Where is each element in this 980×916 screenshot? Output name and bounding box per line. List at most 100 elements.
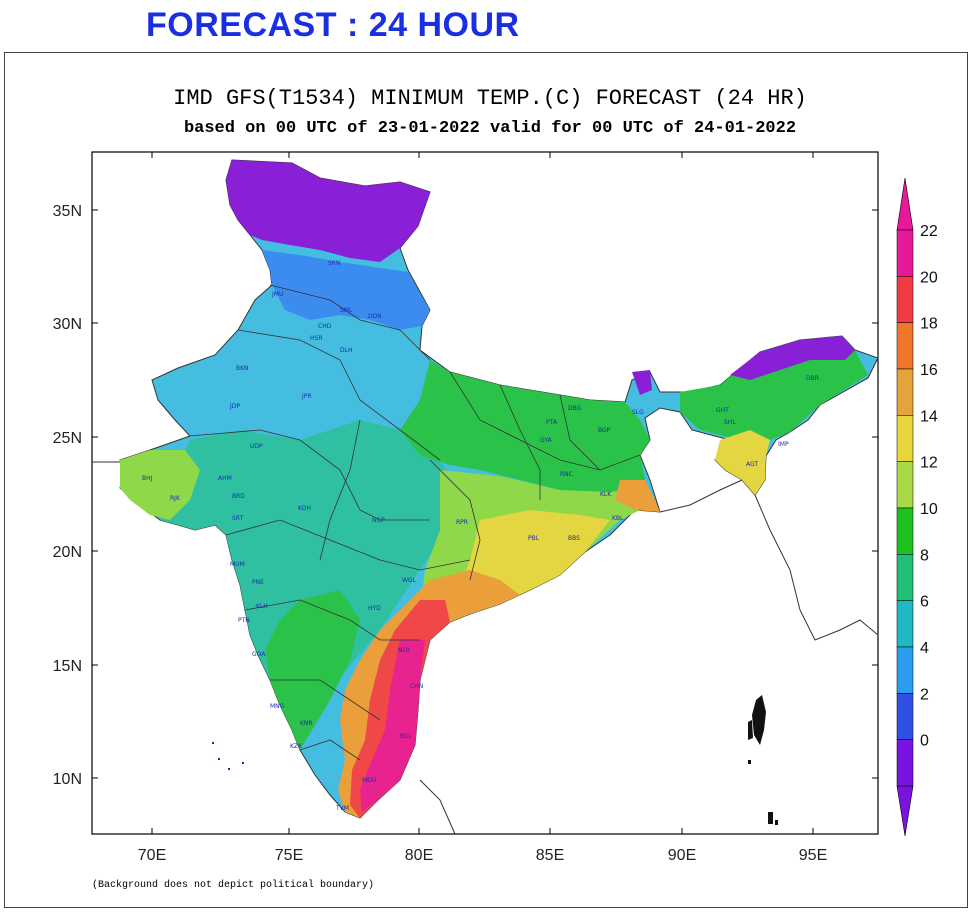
neighbour-boundaries <box>92 461 879 835</box>
chart-subtitle: based on 00 UTC of 23-01-2022 valid for … <box>183 119 797 138</box>
lon-label: 90E <box>668 847 696 864</box>
colorbar-segment <box>896 600 914 648</box>
city-label: BGP <box>598 427 611 434</box>
colorbar-label: 4 <box>920 640 929 657</box>
band-orange-coast <box>615 480 660 512</box>
colorbar-segment <box>896 276 914 323</box>
city-label: RNC <box>560 471 573 478</box>
colorbar-segment <box>896 415 914 462</box>
city-label: KBL <box>612 515 624 522</box>
city-label: MDU <box>362 777 376 784</box>
city-label: WGL <box>402 577 417 584</box>
colorbar-segment <box>896 461 914 509</box>
colorbar-label: 2 <box>920 686 929 703</box>
city-labels: JMU SRN SML DDN HSR CHD DLH JPR BKN JDP … <box>142 260 819 812</box>
state-boundaries <box>189 284 641 761</box>
lat-label: 10N <box>53 771 82 788</box>
colorbar-bottom-arrow <box>896 785 914 837</box>
band-green <box>400 360 650 495</box>
city-label: SRT <box>232 515 244 522</box>
city-label: NLR <box>398 647 410 654</box>
colorbar-label: 16 <box>920 362 938 379</box>
lat-label: 35N <box>53 203 82 220</box>
band-magenta <box>360 640 425 812</box>
colorbar-label: 22 <box>920 223 938 240</box>
city-label: KLH <box>256 603 268 610</box>
city-label: BKN <box>236 365 249 372</box>
lat-label: 30N <box>53 316 82 333</box>
colorbar-label: 8 <box>920 547 929 564</box>
city-label: RPR <box>456 519 468 526</box>
city-label: KNR <box>300 720 313 727</box>
boundary-note: (Background does not depict political bo… <box>92 880 375 891</box>
band-lightgreen-west <box>120 450 200 520</box>
city-label: UDP <box>250 443 263 450</box>
lakshadweep-islands <box>212 742 244 770</box>
colorbar-segment <box>896 507 914 555</box>
city-label: NGP <box>372 517 385 524</box>
colorbar-label: 14 <box>920 408 938 425</box>
city-label: BRD <box>232 493 245 500</box>
chart-title: IMD GFS(T1534) MINIMUM TEMP.(C) FORECAST… <box>173 86 807 111</box>
colorbar-label: 18 <box>920 316 938 333</box>
colorbar-segment <box>896 368 914 416</box>
lon-label: 75E <box>275 847 303 864</box>
band-blue <box>262 250 430 330</box>
city-label: IMP <box>778 441 789 448</box>
colorbar-segment <box>896 646 914 694</box>
city-label: KZK <box>290 743 303 750</box>
colorbar-segment <box>896 322 914 370</box>
colorbar-top-arrow <box>896 177 914 231</box>
city-label: SHL <box>724 419 736 426</box>
city-label: RJK <box>170 495 181 502</box>
lat-label: 20N <box>53 544 82 561</box>
city-label: GYA <box>540 437 553 444</box>
colorbar-label: 10 <box>920 501 938 518</box>
city-label: KOH <box>298 505 311 512</box>
band-teal <box>150 420 460 750</box>
city-label: SRN <box>328 260 340 267</box>
lon-label: 70E <box>138 847 166 864</box>
colorbar-segment <box>896 229 914 277</box>
colorbar-segment <box>896 739 914 787</box>
colorbar-label: 6 <box>920 594 929 611</box>
temperature-field <box>92 159 879 835</box>
city-label: BHJ <box>142 475 153 482</box>
city-label: CHD <box>318 323 332 330</box>
lon-label: 85E <box>536 847 564 864</box>
lat-label: 15N <box>53 658 82 675</box>
city-label: GOA <box>252 651 266 658</box>
lat-label: 25N <box>53 430 82 447</box>
city-label: SLG <box>632 409 644 416</box>
city-label: MUM <box>230 561 245 568</box>
city-label: GHT <box>716 407 729 414</box>
band-purple <box>226 160 430 262</box>
city-label: CHN <box>410 683 423 690</box>
colorbar-label: 0 <box>920 733 929 750</box>
city-label: JDP <box>229 403 240 410</box>
forecast-header: FORECAST : 24 HOUR <box>146 6 520 44</box>
city-label: PTA <box>546 419 558 426</box>
city-label: HYD <box>368 605 381 612</box>
colorbar-label: 12 <box>920 455 938 472</box>
band-yellow-ne <box>715 430 770 495</box>
colorbar-label: 20 <box>920 269 938 286</box>
city-label: DBR <box>806 375 819 382</box>
lon-label: 95E <box>799 847 827 864</box>
city-label: JPR <box>301 393 312 400</box>
colorbar-segment <box>896 554 914 601</box>
city-label: AHM <box>218 475 232 482</box>
city-label: HSR <box>310 335 323 342</box>
city-label: DLH <box>340 347 352 354</box>
band-green-south <box>265 590 360 750</box>
city-label: DBG <box>568 405 582 412</box>
city-label: TVM <box>335 805 349 812</box>
axis-ticks <box>92 152 878 834</box>
city-label: KLK <box>600 491 612 498</box>
city-label: BBS <box>568 535 580 542</box>
colorbar <box>896 177 914 837</box>
city-label: PNE <box>252 579 264 586</box>
city-label: PTN <box>238 617 250 624</box>
lon-label: 80E <box>405 847 433 864</box>
